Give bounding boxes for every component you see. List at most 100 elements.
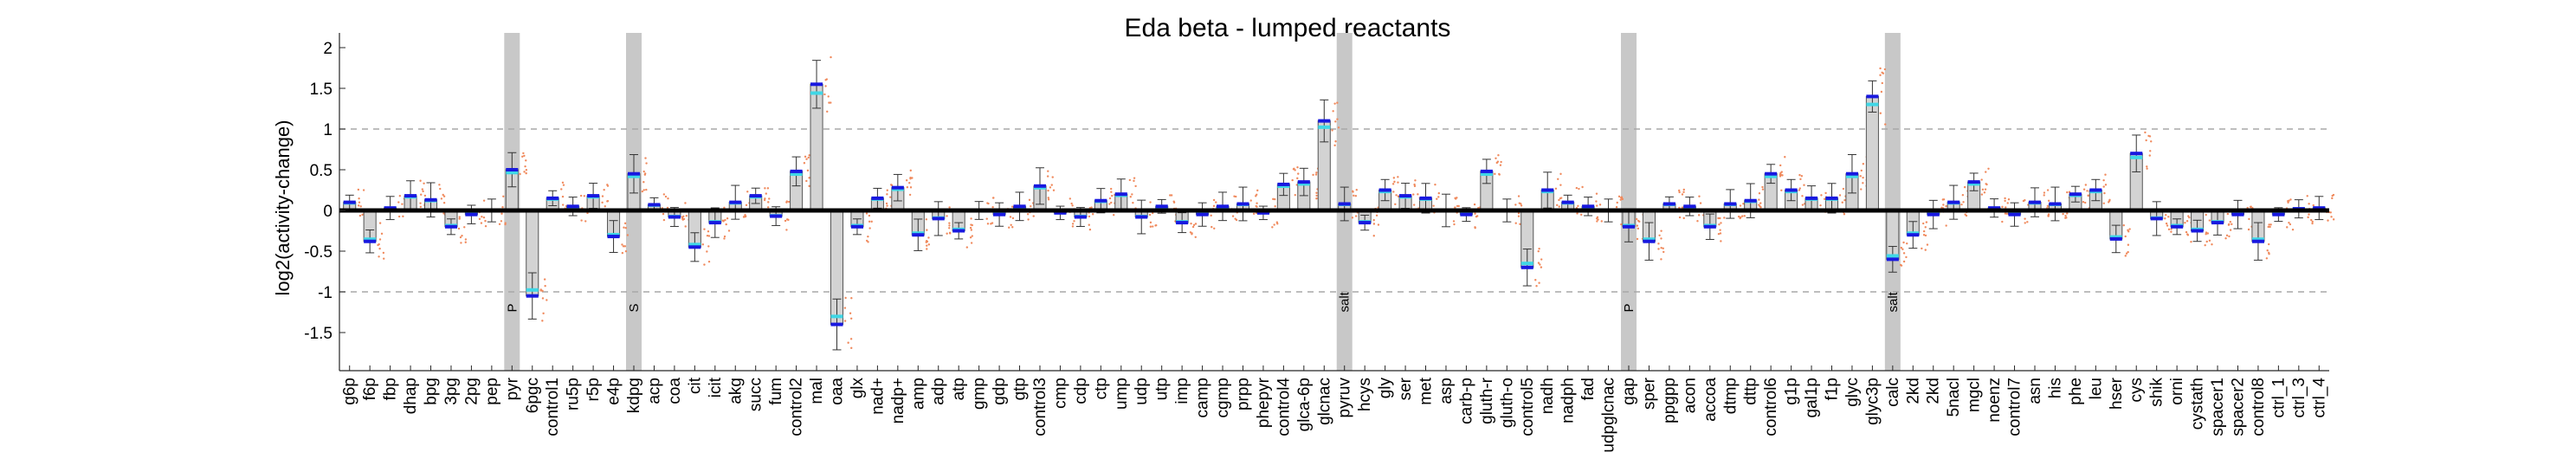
- replicate-dot: [1843, 198, 1846, 202]
- replicate-dot: [1595, 200, 1598, 203]
- replicate-dot: [623, 226, 625, 229]
- x-tick-label: r5p: [584, 378, 603, 401]
- replicate-dot: [2266, 249, 2269, 252]
- replicate-dot: [1657, 242, 1660, 245]
- replicate-dot: [1819, 204, 1822, 207]
- replicate-dot: [601, 195, 604, 197]
- replicate-dot: [991, 205, 994, 209]
- replicate-dot: [766, 206, 770, 209]
- replicate-dot: [1334, 120, 1337, 123]
- replicate-dot: [685, 215, 688, 217]
- replicate-dot: [1554, 187, 1558, 190]
- replicate-dot: [361, 213, 364, 217]
- replicate-dot: [1658, 234, 1661, 237]
- replicate-dot: [1758, 198, 1760, 201]
- replicate-dot: [804, 155, 807, 158]
- replicate-dot: [2308, 213, 2310, 216]
- replicate-dot: [1026, 213, 1030, 216]
- replicate-dot: [1315, 197, 1318, 200]
- replicate-dot: [1397, 181, 1399, 184]
- replicate-dot: [707, 235, 711, 237]
- replicate-dot: [1901, 248, 1904, 250]
- replicate-dot: [2204, 243, 2206, 247]
- replicate-dot: [971, 235, 974, 237]
- replicate-dot: [909, 186, 913, 189]
- replicate-dot: [378, 238, 382, 241]
- replicate-dot: [2047, 199, 2050, 203]
- replicate-dot: [1739, 204, 1742, 207]
- replicate-dot: [2190, 241, 2192, 243]
- replicate-dot: [2104, 173, 2107, 176]
- replicate-dot: [2147, 134, 2150, 138]
- replicate-dot: [1215, 201, 1217, 204]
- replicate-dot: [2086, 190, 2089, 192]
- replicate-dot: [926, 248, 928, 250]
- replicate-dot: [2103, 191, 2106, 195]
- x-tick-label: adp: [930, 378, 948, 405]
- replicate-dot: [1049, 186, 1052, 189]
- replicate-dot: [1581, 185, 1584, 189]
- replicate-dot: [2206, 232, 2210, 235]
- replicate-dot: [667, 197, 669, 200]
- replicate-dot: [642, 181, 645, 184]
- replicate-dot: [1249, 199, 1252, 202]
- replicate-dot: [1437, 191, 1440, 195]
- replicate-dot: [1070, 202, 1073, 205]
- replicate-dot: [1354, 195, 1358, 197]
- replicate-dot: [2205, 231, 2208, 234]
- replicate-dot: [525, 169, 528, 171]
- replicate-dot: [2082, 188, 2086, 191]
- y-tick-label: -1.5: [304, 325, 332, 343]
- replicate-dot: [562, 184, 565, 186]
- replicate-dot: [1436, 197, 1438, 200]
- replicate-dot: [546, 299, 548, 301]
- replicate-dot: [1761, 185, 1764, 189]
- replicate-dot: [1088, 228, 1092, 231]
- replicate-dot: [1091, 213, 1094, 216]
- replicate-dot: [1149, 225, 1152, 228]
- replicate-dot: [2268, 252, 2270, 255]
- replicate-dot: [423, 182, 425, 184]
- replicate-dot: [1860, 169, 1863, 172]
- replicate-dot: [442, 212, 445, 215]
- replicate-dot: [1881, 81, 1883, 85]
- replicate-dot: [1617, 195, 1621, 198]
- x-tick-label: glx: [849, 378, 867, 399]
- replicate-dot: [706, 234, 709, 237]
- replicate-dot: [525, 159, 527, 162]
- replicate-dot: [2289, 223, 2292, 226]
- x-tick-label: amp: [909, 378, 927, 410]
- replicate-dot: [1538, 281, 1540, 284]
- replicate-dot: [1154, 224, 1157, 227]
- replicate-dot: [2205, 233, 2207, 236]
- replicate-dot: [2164, 217, 2166, 220]
- band-label: P: [1622, 303, 1637, 312]
- replicate-dot: [1620, 196, 1624, 198]
- replicate-dot: [1234, 217, 1236, 220]
- replicate-dot: [2205, 213, 2207, 217]
- replicate-dot: [1495, 157, 1497, 160]
- replicate-dot: [2125, 252, 2128, 255]
- replicate-dot: [378, 247, 381, 250]
- replicate-dot: [1556, 204, 1559, 207]
- replicate-dot: [2231, 223, 2233, 226]
- replicate-dot: [850, 346, 853, 350]
- replicate-dot: [970, 223, 972, 226]
- x-tick-label: ctrl_1: [2269, 378, 2288, 417]
- replicate-dot: [1336, 118, 1339, 120]
- replicate-dot: [458, 217, 461, 220]
- replicate-dot: [805, 158, 808, 160]
- replicate-dot: [2249, 205, 2252, 209]
- replicate-dot: [1355, 188, 1358, 191]
- replicate-dot: [911, 177, 914, 179]
- replicate-dot: [1660, 247, 1662, 249]
- replicate-dot: [1375, 214, 1378, 217]
- replicate-dot: [1437, 196, 1440, 198]
- replicate-dot: [2288, 199, 2290, 202]
- replicate-dot: [2062, 212, 2064, 216]
- replicate-dot: [1980, 178, 1983, 181]
- replicate-dot: [500, 220, 503, 223]
- replicate-dot: [1742, 203, 1745, 205]
- x-tick-label: glyc3p: [1863, 378, 1882, 425]
- replicate-dot: [1941, 198, 1944, 201]
